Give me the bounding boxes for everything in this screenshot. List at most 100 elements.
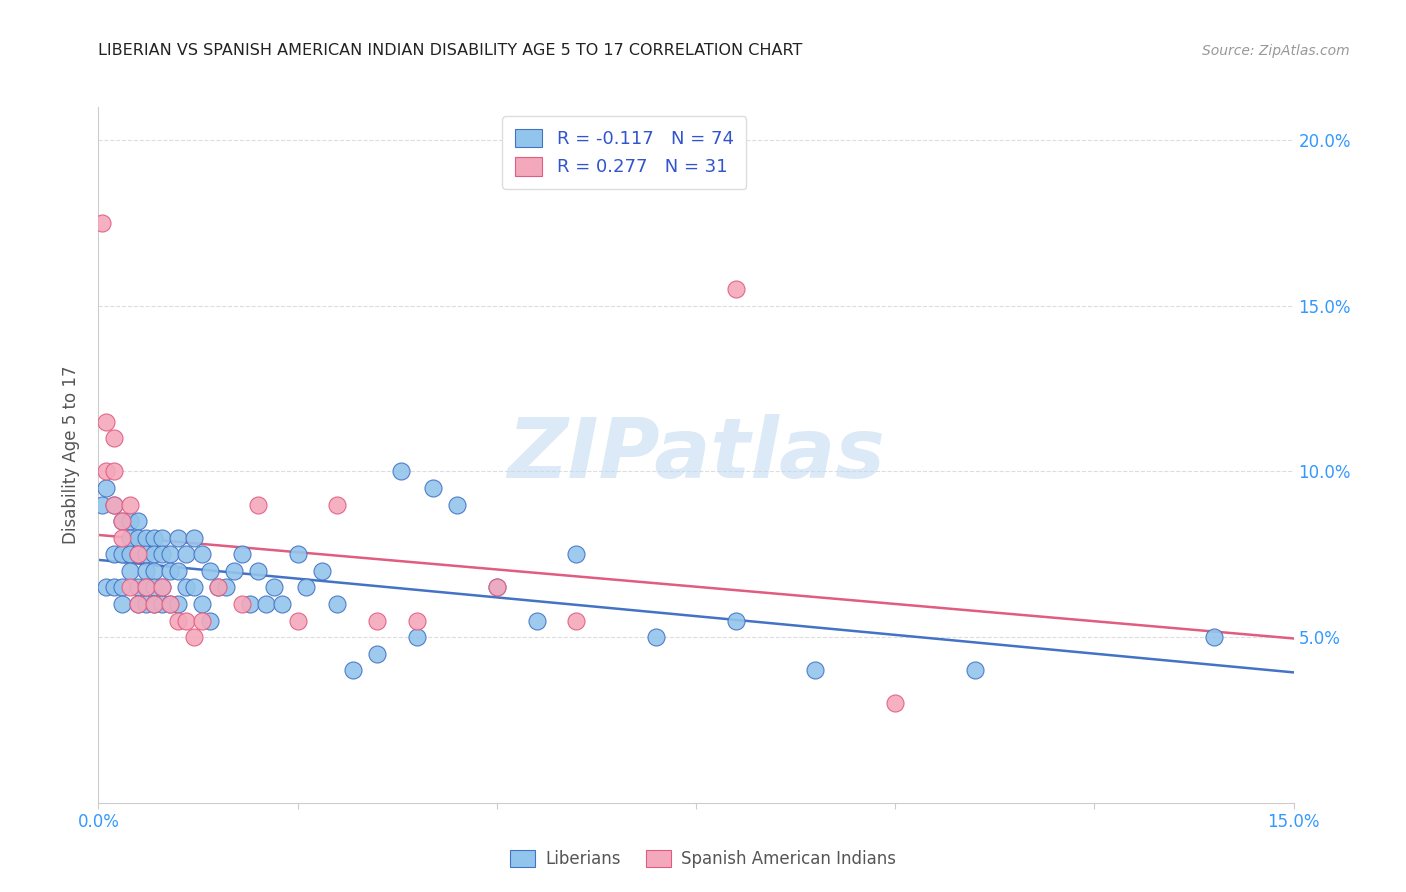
Point	[150, 531, 173, 545]
Point	[111, 547, 134, 561]
Point	[366, 614, 388, 628]
Point	[135, 597, 157, 611]
Text: LIBERIAN VS SPANISH AMERICAN INDIAN DISABILITY AGE 5 TO 17 CORRELATION CHART: LIBERIAN VS SPANISH AMERICAN INDIAN DISA…	[98, 43, 803, 58]
Point	[111, 514, 134, 528]
Point	[326, 498, 349, 512]
Point	[724, 614, 747, 628]
Point	[150, 581, 173, 595]
Point	[120, 514, 142, 528]
Point	[183, 581, 205, 595]
Point	[167, 614, 190, 628]
Point	[174, 614, 197, 628]
Point	[91, 216, 114, 230]
Point	[111, 531, 134, 545]
Point	[389, 465, 412, 479]
Point	[246, 564, 269, 578]
Point	[485, 581, 508, 595]
Point	[135, 564, 157, 578]
Point	[963, 663, 986, 677]
Point	[287, 547, 309, 561]
Point	[143, 564, 166, 578]
Text: ZIPatlas: ZIPatlas	[508, 415, 884, 495]
Point	[1202, 630, 1225, 644]
Point	[127, 597, 149, 611]
Point	[120, 547, 142, 561]
Point	[120, 564, 142, 578]
Point	[446, 498, 468, 512]
Point	[103, 498, 125, 512]
Point	[311, 564, 333, 578]
Point	[485, 581, 508, 595]
Point	[143, 597, 166, 611]
Point	[231, 547, 253, 561]
Point	[239, 597, 262, 611]
Point	[127, 531, 149, 545]
Point	[215, 581, 238, 595]
Point	[724, 282, 747, 296]
Point	[222, 564, 245, 578]
Point	[191, 597, 214, 611]
Point	[167, 564, 190, 578]
Point	[174, 547, 197, 561]
Y-axis label: Disability Age 5 to 17: Disability Age 5 to 17	[62, 366, 80, 544]
Point	[167, 597, 190, 611]
Point	[143, 531, 166, 545]
Point	[127, 597, 149, 611]
Point	[191, 614, 214, 628]
Point	[103, 465, 125, 479]
Point	[143, 581, 166, 595]
Point	[96, 415, 118, 429]
Point	[127, 547, 149, 561]
Point	[183, 630, 205, 644]
Point	[91, 498, 114, 512]
Point	[198, 564, 221, 578]
Point	[111, 514, 134, 528]
Legend: Liberians, Spanish American Indians: Liberians, Spanish American Indians	[503, 843, 903, 875]
Point	[270, 597, 292, 611]
Point	[565, 614, 588, 628]
Point	[127, 514, 149, 528]
Point	[96, 465, 118, 479]
Point	[167, 531, 190, 545]
Point	[103, 547, 125, 561]
Point	[342, 663, 364, 677]
Text: Source: ZipAtlas.com: Source: ZipAtlas.com	[1202, 44, 1350, 58]
Point	[103, 431, 125, 445]
Point	[143, 547, 166, 561]
Point	[159, 564, 181, 578]
Point	[127, 581, 149, 595]
Point	[198, 614, 221, 628]
Point	[159, 597, 181, 611]
Point	[159, 547, 181, 561]
Point	[111, 581, 134, 595]
Point	[526, 614, 548, 628]
Point	[103, 581, 125, 595]
Point	[135, 581, 157, 595]
Legend: R = -0.117   N = 74, R = 0.277   N = 31: R = -0.117 N = 74, R = 0.277 N = 31	[502, 116, 747, 189]
Point	[287, 614, 309, 628]
Point	[150, 597, 173, 611]
Point	[422, 481, 444, 495]
Point	[645, 630, 668, 644]
Point	[120, 531, 142, 545]
Point	[135, 547, 157, 561]
Point	[565, 547, 588, 561]
Point	[96, 481, 118, 495]
Point	[111, 597, 134, 611]
Point	[406, 630, 429, 644]
Point	[183, 531, 205, 545]
Point	[254, 597, 277, 611]
Point	[207, 581, 229, 595]
Point	[159, 597, 181, 611]
Point	[884, 697, 907, 711]
Point	[127, 547, 149, 561]
Point	[804, 663, 827, 677]
Point	[135, 531, 157, 545]
Point	[263, 581, 285, 595]
Point	[366, 647, 388, 661]
Point	[174, 581, 197, 595]
Point	[120, 581, 142, 595]
Point	[294, 581, 316, 595]
Point	[191, 547, 214, 561]
Point	[150, 547, 173, 561]
